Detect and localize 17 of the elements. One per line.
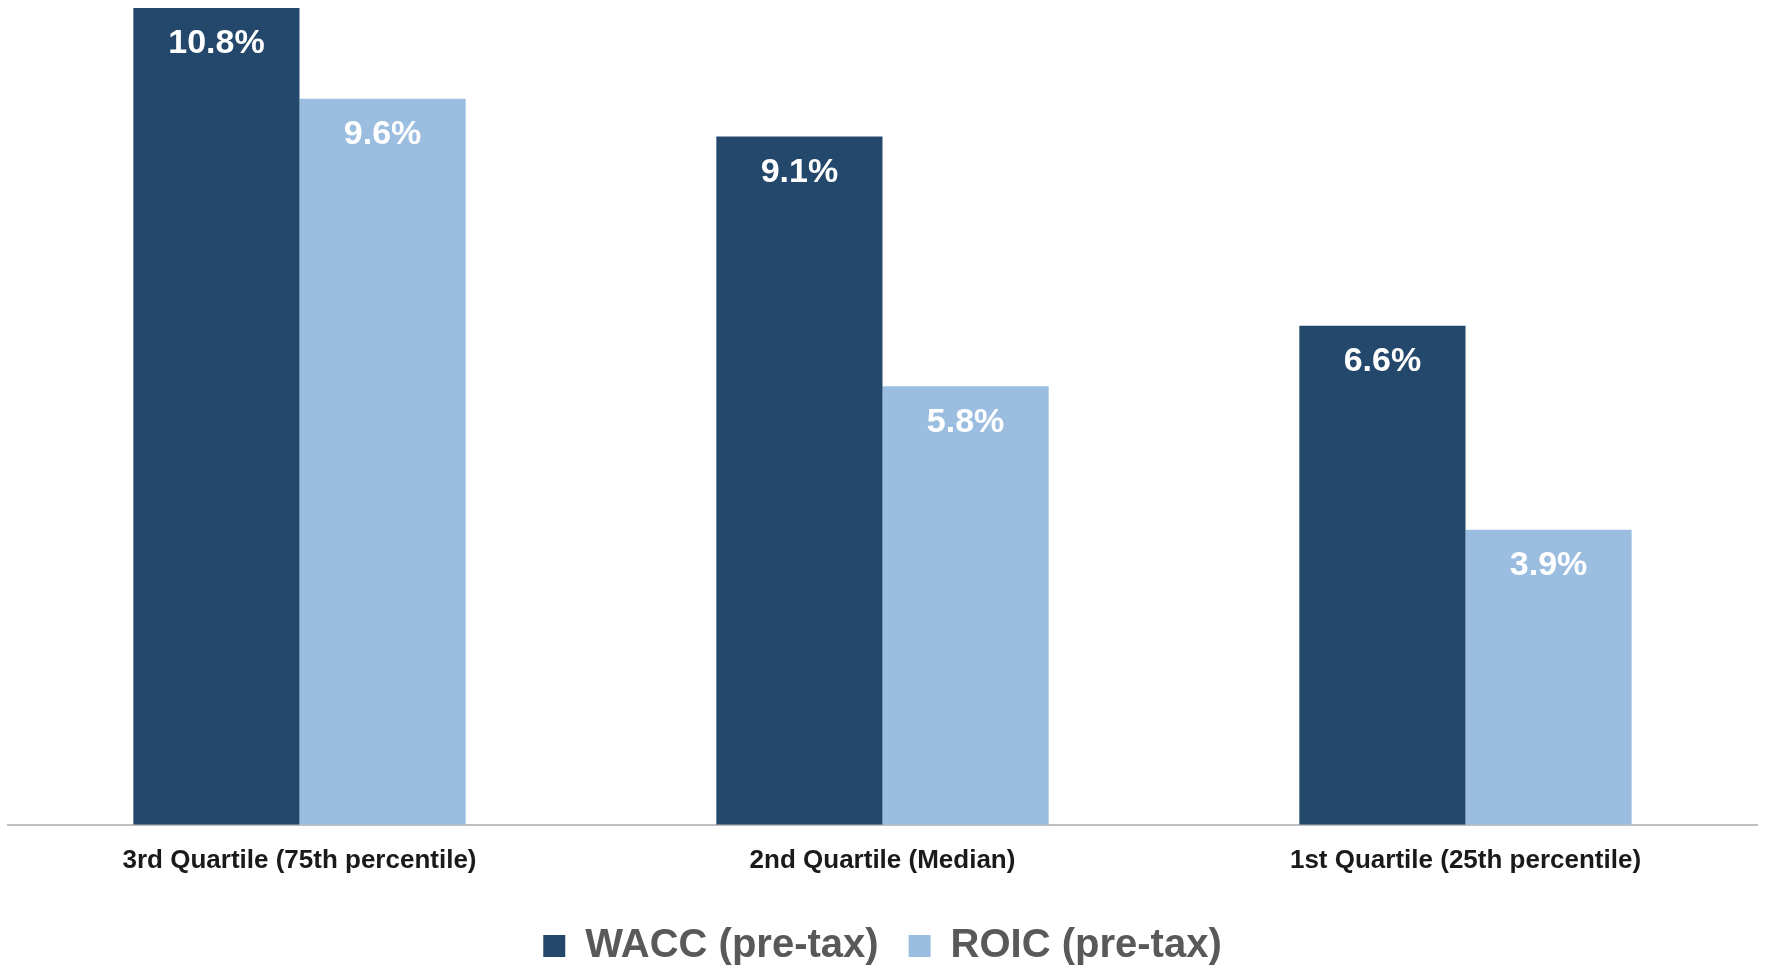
bar (1465, 529, 1632, 825)
data-label: 6.6% (1343, 340, 1422, 379)
bar (299, 98, 466, 825)
legend-label: ROIC (pre-tax) (950, 921, 1222, 966)
x-tick-label: 1st Quartile (25th percentile) (1289, 843, 1642, 874)
x-tick-label: 2nd Quartile (Median) (749, 843, 1016, 874)
bar (716, 136, 883, 825)
x-tick-label: 3rd Quartile (75th percentile) (122, 843, 477, 874)
data-label: 10.8% (168, 22, 265, 61)
bar (882, 386, 1049, 825)
bar (133, 8, 300, 825)
legend-label: WACC (pre-tax) (585, 921, 879, 966)
data-label: 3.9% (1509, 544, 1588, 583)
bar (1299, 325, 1466, 825)
data-label: 9.1% (760, 150, 839, 189)
data-label: 5.8% (926, 400, 1005, 439)
data-label: 9.6% (343, 113, 422, 152)
